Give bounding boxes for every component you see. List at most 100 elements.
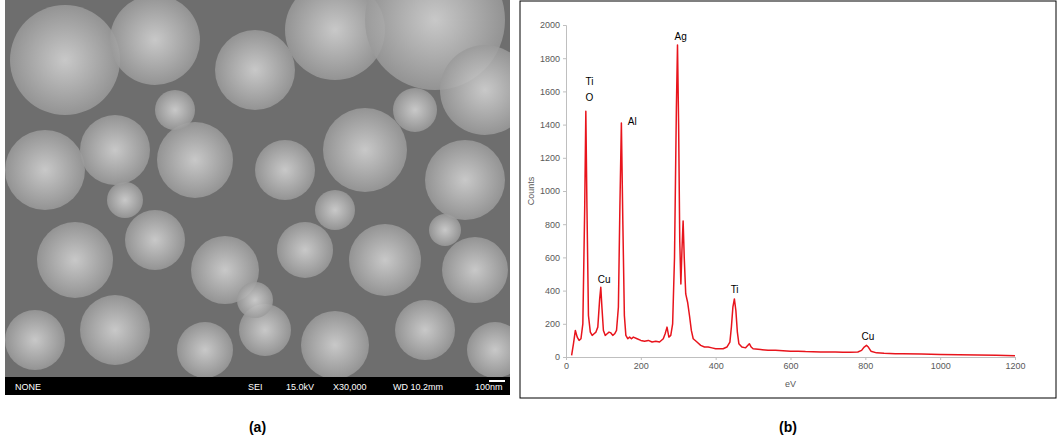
x-tick-label: 1000 (931, 361, 951, 371)
panel-label: (a) (249, 419, 266, 435)
y-tick-label: 1000 (540, 186, 560, 196)
y-tick-mark (563, 25, 566, 26)
particle (323, 108, 407, 192)
peak-label: Al (628, 116, 637, 127)
particle (5, 130, 85, 210)
particle (157, 122, 233, 198)
x-tick-mark (641, 357, 642, 360)
y-tick: 400 (545, 286, 566, 296)
info-text: WD 10.2mm (393, 382, 443, 392)
scale-bar (489, 380, 505, 382)
sem-image: NONESEI15.0kVX30,000WD 10.2mm100nm (5, 0, 530, 395)
particle (425, 140, 505, 220)
x-tick-label: 400 (709, 361, 724, 371)
y-tick-label: 800 (545, 220, 560, 230)
y-tick-label: 1800 (540, 54, 560, 64)
y-tick-label: 0 (555, 352, 560, 362)
particle (467, 322, 510, 377)
y-tick: 2000 (540, 20, 566, 30)
x-axis-title: eV (785, 379, 796, 389)
y-tick-mark (563, 191, 566, 192)
particle (393, 88, 437, 132)
y-tick: 600 (545, 253, 566, 263)
y-tick-label: 2000 (540, 20, 560, 30)
y-axis: 0 200 400 600 800 1000 1200 1400 1600 1800 2000 (540, 20, 567, 362)
y-axis-title: Counts (526, 176, 536, 205)
x-tick: 0 (564, 357, 569, 371)
x-tick-mark (791, 357, 792, 360)
particle (37, 222, 113, 298)
particle (349, 224, 421, 296)
x-tick-label: 800 (858, 361, 873, 371)
info-text: SEI (248, 382, 263, 392)
particle (10, 5, 120, 115)
y-tick-mark (563, 125, 566, 126)
particle (80, 295, 150, 365)
particle (277, 222, 333, 278)
particle (5, 310, 65, 370)
info-text: 15.0kV (286, 382, 314, 392)
peak-label: Ti (585, 76, 593, 87)
y-tick-mark (563, 357, 566, 358)
figure: NONESEI15.0kVX30,000WD 10.2mm100nm020040… (0, 0, 1061, 448)
y-tick: 1000 (540, 186, 566, 196)
info-text: X30,000 (333, 382, 367, 392)
peak-label: Ti (731, 284, 739, 295)
panel-label: (b) (779, 419, 797, 435)
y-tick-label: 1400 (540, 120, 560, 130)
y-tick-mark (563, 91, 566, 92)
y-axis-line (563, 26, 567, 358)
y-tick-label: 1200 (540, 153, 560, 163)
particle (429, 214, 461, 246)
y-tick-mark (563, 158, 566, 159)
particle (215, 30, 295, 110)
y-tick-label: 200 (545, 319, 560, 329)
particle (255, 140, 315, 200)
x-tick: 1000 (931, 357, 951, 371)
y-tick: 200 (545, 319, 566, 329)
y-tick-mark (563, 224, 566, 225)
info-bar (5, 377, 510, 395)
spectrum-line (572, 45, 1015, 356)
x-tick-mark (566, 357, 567, 360)
y-tick: 1600 (540, 87, 566, 97)
y-tick-mark (563, 58, 566, 59)
x-tick: 600 (783, 357, 798, 371)
y-tick: 1400 (540, 120, 566, 130)
particle (125, 210, 185, 270)
peak-label: Ag (675, 31, 687, 42)
x-tick-mark (940, 357, 941, 360)
peak-label: Cu (862, 331, 875, 342)
x-tick-label: 600 (783, 361, 798, 371)
y-tick-label: 600 (545, 253, 560, 263)
annotations: TiOCuAlAgTiCu (585, 31, 874, 342)
y-tick: 1200 (540, 153, 566, 163)
y-tick-mark (563, 324, 566, 325)
particle (177, 322, 233, 377)
particle (395, 300, 455, 360)
x-tick: 1200 (1005, 357, 1025, 371)
x-tick-mark (1015, 357, 1016, 360)
x-tick-label: 1200 (1005, 361, 1025, 371)
particle (440, 45, 510, 135)
particle (110, 0, 200, 85)
y-tick: 1800 (540, 54, 566, 64)
x-tick: 800 (858, 357, 873, 371)
particle (442, 237, 508, 303)
x-axis: 0 200 400 600 800 1000 1200 (564, 357, 1026, 371)
chart-frame (520, 1, 1056, 398)
y-tick-mark (563, 291, 566, 292)
particle (155, 90, 195, 130)
x-tick: 200 (634, 357, 649, 371)
y-tick-label: 400 (545, 286, 560, 296)
plot-area (572, 45, 1015, 356)
y-tick: 800 (545, 220, 566, 230)
y-tick-label: 1600 (540, 87, 560, 97)
info-text: 100nm (475, 382, 503, 392)
y-tick-mark (563, 257, 566, 258)
x-tick: 400 (709, 357, 724, 371)
x-tick-mark (716, 357, 717, 360)
peak-label: O (585, 92, 593, 103)
x-tick-label: 0 (564, 361, 569, 371)
particle (315, 190, 355, 230)
